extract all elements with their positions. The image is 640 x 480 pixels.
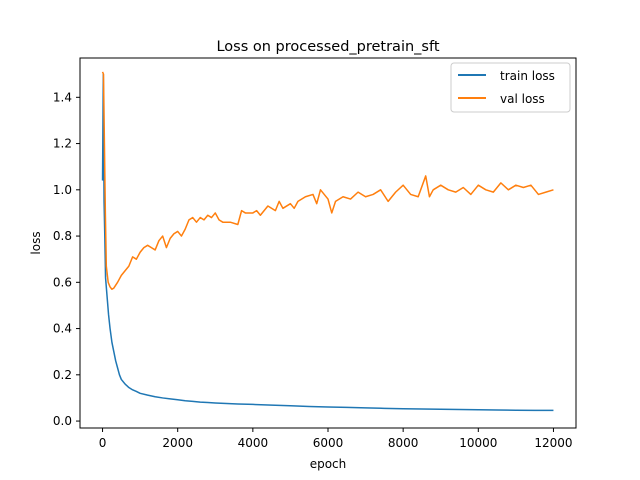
legend-label-val-loss: val loss (500, 92, 545, 106)
chart-title: Loss on processed_pretrain_sft (216, 39, 439, 55)
y-tick-label: 1.0 (53, 183, 72, 197)
x-tick-label: 2000 (162, 436, 193, 450)
legend: train loss val loss (450, 62, 571, 113)
x-tick-label: 10000 (459, 436, 497, 450)
y-tick-label: 0.8 (53, 229, 72, 243)
x-tick-label: 6000 (313, 436, 344, 450)
legend-label-train-loss: train loss (500, 69, 555, 83)
series-line-val-loss (101, 71, 554, 290)
x-axis: 0 2000 4000 6000 8000 10000 12000 (99, 428, 573, 450)
x-tick-label: 0 (99, 436, 107, 450)
y-tick-label: 0.6 (53, 275, 72, 289)
y-tick-label: 0.2 (53, 368, 72, 382)
y-axis-label: loss (29, 231, 43, 254)
y-tick-label: 1.4 (53, 90, 72, 104)
y-tick-label: 0.0 (53, 414, 72, 428)
x-tick-label: 8000 (388, 436, 419, 450)
y-tick-label: 1.2 (53, 137, 72, 151)
y-axis: 0.0 0.2 0.4 0.6 0.8 1.0 1.2 1.4 (53, 90, 80, 428)
series-layer (101, 71, 554, 412)
series-line-train-loss (101, 73, 554, 412)
y-tick-label: 0.4 (53, 322, 72, 336)
x-tick-label: 4000 (238, 436, 269, 450)
x-tick-label: 12000 (534, 436, 572, 450)
x-axis-label: epoch (310, 457, 347, 471)
